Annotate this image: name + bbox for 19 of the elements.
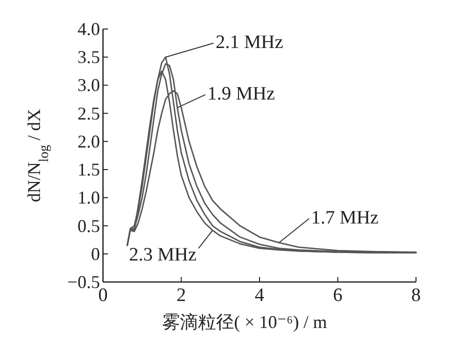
y-tick-label: 0 [91, 244, 100, 264]
y-tick-label: 1.5 [78, 160, 100, 180]
series-label: 1.7 MHz [311, 208, 379, 229]
text: 2.1 MHz [216, 32, 284, 54]
y-tick-label: 3.0 [78, 75, 100, 96]
y-tick-label: 3.5 [78, 47, 100, 68]
x-axis-title: 雾滴粒径( × 10⁻⁶) / m [162, 312, 327, 332]
series-label: 1.9 MHz [207, 84, 275, 105]
y-tick-label: 1.0 [78, 188, 100, 208]
y-tick-label: −0.5 [67, 272, 100, 292]
y-tick-label: 2.5 [78, 103, 100, 124]
y-tick-label: 4.0 [78, 19, 100, 39]
x-tick-label: 2 [176, 285, 186, 306]
y-tick-label: 0.5 [78, 216, 100, 236]
series-label: 2.3 MHz [128, 244, 197, 266]
y-tick-label: 2.0 [78, 131, 100, 152]
x-tick-label: 6 [333, 285, 342, 306]
x-tick-label: 8 [411, 285, 421, 306]
x-tick-label: 4 [254, 285, 265, 306]
